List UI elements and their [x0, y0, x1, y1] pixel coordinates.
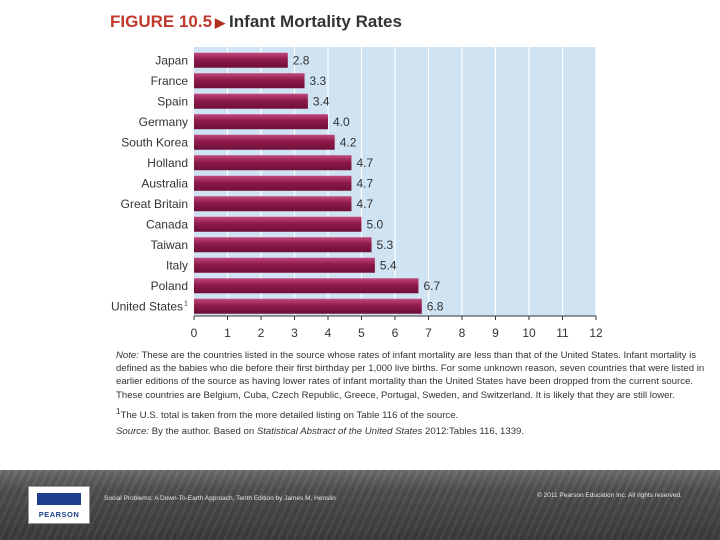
value-label: 6.8 — [427, 299, 444, 313]
bar — [194, 52, 288, 68]
pearson-logo: PEARSON — [28, 486, 90, 524]
source-label: Source: — [116, 426, 150, 438]
bar — [194, 196, 352, 212]
bar — [194, 237, 372, 253]
category-label: Poland — [151, 279, 188, 293]
footnote: 1The U.S. total is taken from the more d… — [116, 405, 706, 422]
value-label: 5.0 — [367, 217, 384, 231]
category-label: South Korea — [121, 135, 188, 149]
footer-texture — [0, 470, 720, 540]
footnote-mark: 1 — [116, 406, 121, 416]
x-axis-ticks: 0 1 2 3 4 5 6 7 8 9 10 11 12 — [191, 316, 603, 340]
value-label: 2.8 — [293, 53, 310, 67]
logo-text: PEARSON — [38, 510, 80, 519]
bar — [194, 114, 328, 130]
bar — [194, 134, 335, 150]
x-tick-label: 10 — [522, 326, 536, 340]
value-labels: 2.83.3 3.44.0 4.2 4.7 4.7 4.7 5.0 5.3 5.4 6.7 6.8 — [293, 53, 444, 313]
value-label: 4.0 — [333, 115, 350, 129]
note-label: Note: — [116, 350, 139, 361]
slide-footer: PEARSON Social Problems: A Down-To-Earth… — [0, 470, 720, 540]
source-suffix: 2012:Tables 116, 1339. — [425, 426, 525, 438]
note-paragraph: Note: These are the countries listed in … — [116, 349, 706, 402]
bar — [194, 73, 305, 89]
category-label: United States — [111, 299, 183, 313]
value-label: 3.4 — [313, 94, 330, 108]
infant-mortality-chart: Japan France Spain Germany South Korea Hollan… — [111, 47, 603, 340]
bar — [194, 155, 352, 171]
x-tick-label: 4 — [325, 326, 332, 340]
category-label: France — [151, 74, 189, 88]
x-tick-label: 0 — [191, 326, 198, 340]
category-label: Holland — [147, 156, 188, 170]
category-label: Canada — [146, 217, 188, 231]
x-tick-label: 12 — [589, 326, 603, 340]
copyright-notice: © 2011 Pearson Education Inc. All rights… — [537, 492, 682, 499]
category-label: Great Britain — [121, 197, 188, 211]
category-label: Germany — [139, 115, 188, 129]
value-label: 4.2 — [340, 135, 357, 149]
x-tick-label: 11 — [556, 326, 569, 340]
footnote-text: The U.S. total is taken from the more de… — [120, 410, 459, 421]
category-label: Australia — [141, 176, 188, 190]
source-title: Statistical Abstract of the United State… — [256, 426, 423, 438]
category-labels: Japan France Spain Germany South Korea Hollan… — [111, 53, 188, 313]
x-tick-label: 1 — [224, 326, 231, 340]
x-tick-label: 6 — [392, 326, 399, 340]
bar — [194, 278, 419, 294]
value-label: 4.7 — [356, 197, 373, 211]
figure-title: FIGURE 10.5 ▶ Infant Mortality Rates — [110, 12, 402, 32]
x-tick-label: 8 — [459, 326, 466, 340]
x-tick-label: 5 — [358, 326, 365, 340]
figure-arrow-icon: ▶ — [215, 15, 226, 30]
note-text: These are the countries listed in the so… — [116, 350, 705, 401]
book-caption: Social Problems: A Down-To-Earth Approac… — [104, 495, 336, 502]
bar — [194, 257, 375, 273]
figure-notes: Note: These are the countries listed in … — [116, 349, 706, 438]
value-label: 5.4 — [380, 258, 397, 272]
value-label: 4.7 — [356, 156, 373, 170]
category-label: Spain — [157, 94, 188, 108]
x-tick-label: 2 — [258, 326, 265, 340]
bar — [194, 216, 362, 232]
bar — [194, 298, 422, 314]
bar-series — [194, 52, 422, 314]
x-tick-label: 3 — [291, 326, 298, 340]
x-tick-label: 7 — [425, 326, 432, 340]
value-label: 6.7 — [423, 279, 440, 293]
source-prefix: By the author. Based on — [151, 426, 255, 438]
category-label: Taiwan — [151, 238, 188, 252]
x-tick-label: 9 — [492, 326, 499, 340]
figure-label: FIGURE 10.5 — [110, 12, 213, 31]
category-label: Italy — [166, 258, 188, 272]
bar — [194, 93, 308, 109]
bar — [194, 175, 352, 191]
value-label: 3.3 — [310, 74, 327, 88]
source-line: Source: By the author. Based on Statisti… — [116, 425, 706, 438]
category-label: Japan — [155, 53, 188, 67]
figure-name: Infant Mortality Rates — [229, 12, 402, 31]
value-label: 4.7 — [356, 176, 373, 190]
value-label: 5.3 — [377, 238, 394, 252]
category-footnote-mark: 1 — [184, 300, 188, 307]
logo-mark — [37, 493, 81, 505]
